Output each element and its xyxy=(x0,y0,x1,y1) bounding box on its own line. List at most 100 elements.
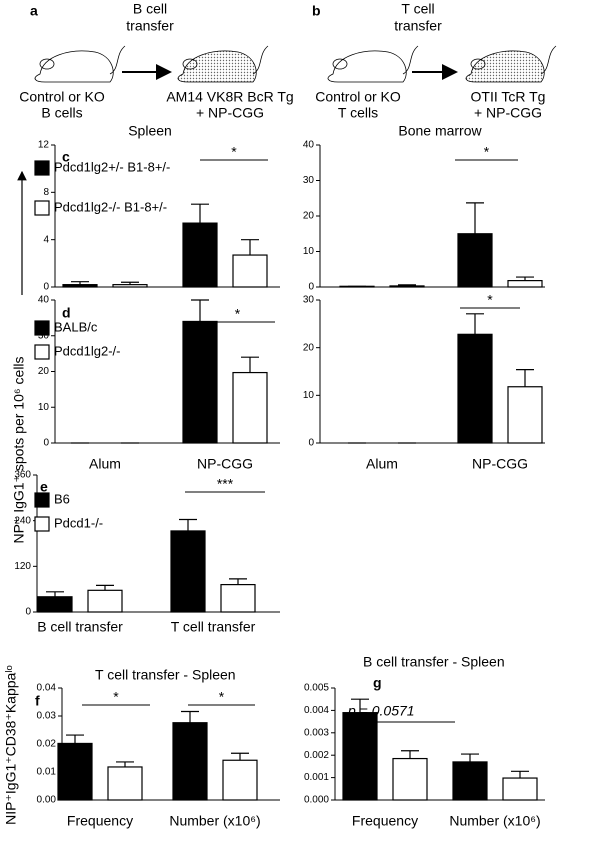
bar xyxy=(457,333,493,444)
legend-swatch xyxy=(34,160,50,176)
error-bar xyxy=(516,368,534,387)
panel-letter: a xyxy=(30,3,38,19)
legend-label: Pdcd1-/- xyxy=(54,515,103,530)
y-tick-label: 0.00 xyxy=(37,795,57,806)
legend-swatch xyxy=(34,320,50,336)
bar xyxy=(392,757,428,801)
panel-letter: e xyxy=(40,479,48,495)
annotation: * xyxy=(113,689,119,705)
bar xyxy=(502,777,538,801)
transfer-label: transfer xyxy=(394,18,442,34)
bar xyxy=(222,759,258,801)
bar xyxy=(220,583,256,613)
x-tick-label: Alum xyxy=(366,456,398,472)
y-tick-label: 0.004 xyxy=(304,705,329,716)
error-bar xyxy=(351,698,369,713)
y-tick-label: 10 xyxy=(303,246,315,257)
y-tick-label: 10 xyxy=(303,390,315,401)
x-tick-label: Number (x10⁶) xyxy=(169,813,260,829)
y-tick-label: 0 xyxy=(308,438,314,449)
error-bar xyxy=(241,356,259,373)
x-tick-label: Frequency xyxy=(352,813,418,829)
error-bar xyxy=(96,584,114,591)
bar xyxy=(62,284,98,288)
y-tick-label: 30 xyxy=(303,295,315,306)
panel-letter: g xyxy=(373,675,382,691)
recipient-mouse xyxy=(465,45,557,83)
y-tick-label: 0 xyxy=(43,282,49,293)
y-axis-label: NIP⁺IgG1⁺CD38⁺Kappaˡᵒ xyxy=(3,665,19,825)
x-tick-label: T cell transfer xyxy=(171,619,256,635)
legend-swatch xyxy=(34,516,50,532)
bar xyxy=(389,285,425,288)
bar xyxy=(87,589,123,613)
y-tick-label: 40 xyxy=(38,295,50,306)
recipient-label: + NP-CGG xyxy=(474,105,542,121)
error-bar xyxy=(231,752,249,761)
bar xyxy=(457,233,493,288)
panel-letter: d xyxy=(62,305,71,321)
annotation: * xyxy=(231,144,237,160)
source-label: T cells xyxy=(338,105,378,121)
legend-swatch xyxy=(34,492,50,508)
legend-swatch xyxy=(34,200,50,216)
error-bar xyxy=(466,313,484,335)
error-bar xyxy=(66,734,84,744)
annotation: * xyxy=(487,292,493,308)
error-bar xyxy=(191,299,209,322)
bar xyxy=(232,371,268,444)
error-bar xyxy=(46,591,64,597)
y-tick-label: 0 xyxy=(308,282,314,293)
source-label: Control or KO xyxy=(19,89,105,105)
y-axis-label: NP⁺ IgG1⁺ spots per 10⁶ cells xyxy=(11,356,27,543)
legend-swatch xyxy=(34,344,50,360)
y-tick-label: 30 xyxy=(38,330,50,341)
annotation: * xyxy=(484,144,490,160)
x-tick-label: Frequency xyxy=(67,813,133,829)
legend-label: B6 xyxy=(54,491,70,506)
y-tick-label: 0.005 xyxy=(304,683,329,694)
error-bar xyxy=(466,202,484,234)
y-tick-label: 20 xyxy=(303,211,315,222)
bar xyxy=(232,254,268,288)
transfer-label: B cell xyxy=(133,1,167,17)
panel-letter: f xyxy=(35,693,40,709)
bar xyxy=(452,761,488,801)
column-title: Spleen xyxy=(128,123,172,139)
bar xyxy=(57,742,93,801)
bar xyxy=(182,222,218,288)
y-tick-label: 0 xyxy=(25,607,31,618)
recipient-label: AM14 VK8R BcR Tg xyxy=(166,89,293,105)
y-tick-label: 0.001 xyxy=(304,772,329,783)
error-bar xyxy=(179,518,197,531)
y-tick-label: 120 xyxy=(14,561,31,572)
chart-title: B cell transfer - Spleen xyxy=(363,654,505,670)
x-tick-label: NP-CGG xyxy=(472,456,528,472)
y-tick-label: 30 xyxy=(303,175,315,186)
y-tick-label: 20 xyxy=(38,366,50,377)
transfer-label: T cell xyxy=(401,1,434,17)
donor-mouse xyxy=(34,45,126,83)
legend-label: Pdcd1lg2+/- B1-8+/- xyxy=(54,159,170,174)
y-tick-label: 0 xyxy=(43,438,49,449)
recipient-label: OTII TcR Tg xyxy=(471,89,546,105)
error-bar xyxy=(511,770,529,779)
bar xyxy=(507,280,543,288)
y-tick-label: 20 xyxy=(303,342,315,353)
source-label: Control or KO xyxy=(315,89,401,105)
annotation: * xyxy=(219,689,225,705)
bar xyxy=(170,530,206,613)
annotation: p = 0.0571 xyxy=(347,703,415,719)
error-bar xyxy=(116,761,134,767)
bar xyxy=(182,320,218,444)
bar xyxy=(342,712,378,801)
recipient-label: + NP-CGG xyxy=(196,105,264,121)
error-bar xyxy=(191,203,209,224)
error-bar xyxy=(181,710,199,723)
y-tick-label: 8 xyxy=(43,187,49,198)
y-tick-label: 0.02 xyxy=(37,739,57,750)
bar xyxy=(507,386,543,444)
annotation: * xyxy=(235,306,241,322)
y-tick-label: 10 xyxy=(38,402,50,413)
error-bar xyxy=(401,750,419,759)
